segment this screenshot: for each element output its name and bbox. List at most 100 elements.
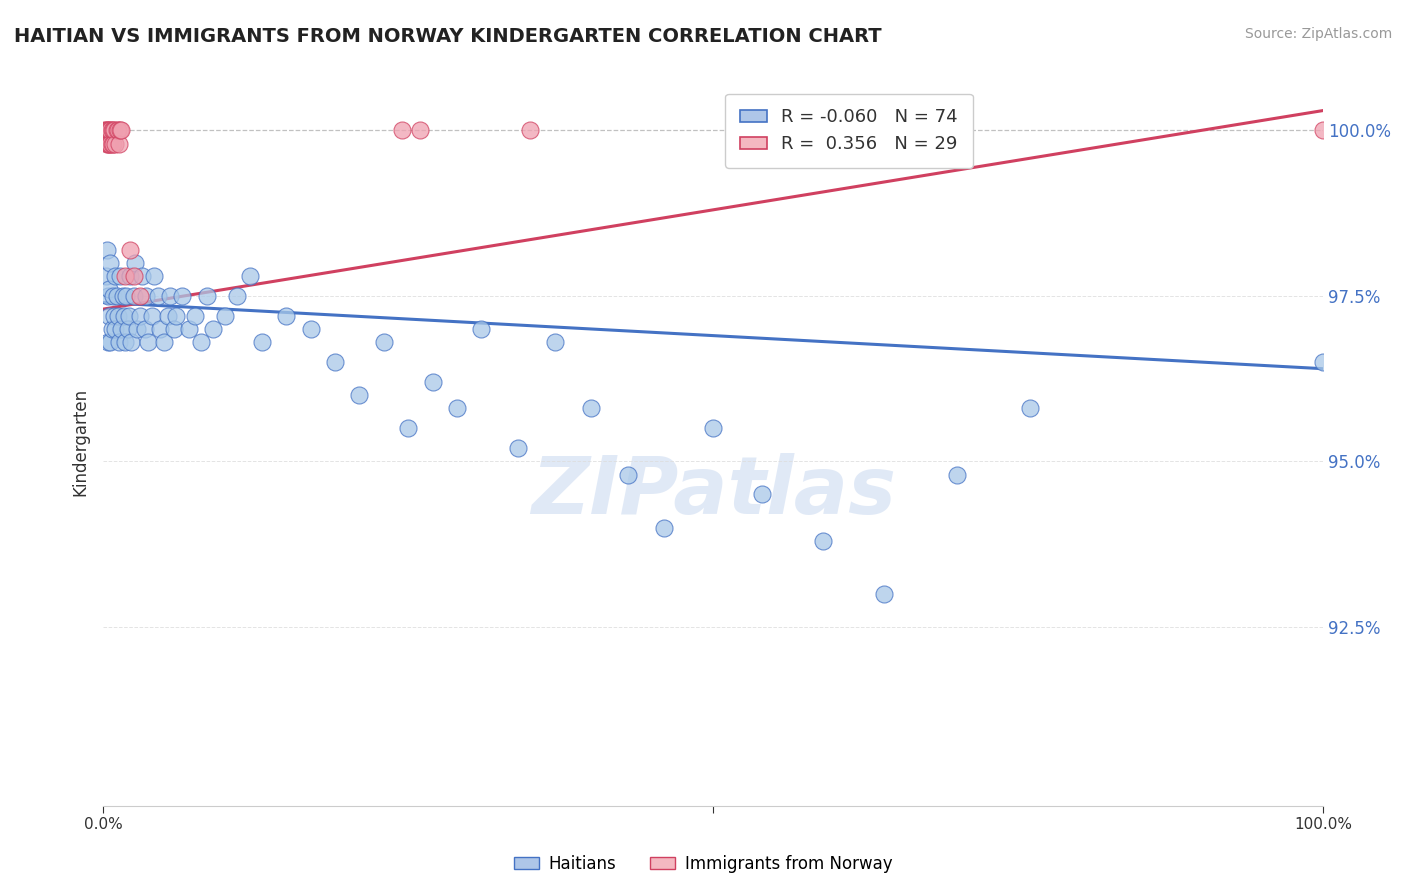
Point <box>702 421 724 435</box>
Point <box>146 289 169 303</box>
Point <box>409 123 432 137</box>
Point <box>201 322 224 336</box>
Point <box>128 309 150 323</box>
Point <box>105 289 128 303</box>
Point <box>97 289 120 303</box>
Point <box>108 123 131 137</box>
Point <box>100 136 122 151</box>
Point <box>96 123 118 137</box>
Point <box>114 335 136 350</box>
Point <box>396 421 419 435</box>
Point <box>104 136 127 151</box>
Point <box>190 335 212 350</box>
Point <box>238 268 260 283</box>
Point <box>172 289 194 303</box>
Point <box>104 268 127 283</box>
Point <box>124 256 146 270</box>
Point <box>103 309 125 323</box>
Point <box>122 268 145 283</box>
Point <box>105 123 128 137</box>
Point <box>422 375 444 389</box>
Point <box>97 335 120 350</box>
Point <box>141 309 163 323</box>
Point <box>136 335 159 350</box>
Point <box>159 289 181 303</box>
Point <box>114 268 136 283</box>
Y-axis label: Kindergarten: Kindergarten <box>72 387 89 496</box>
Point <box>97 123 120 137</box>
Point <box>163 322 186 336</box>
Point <box>1312 355 1334 369</box>
Point <box>120 335 142 350</box>
Point <box>104 322 127 336</box>
Point <box>153 335 176 350</box>
Point <box>1019 401 1042 416</box>
Point <box>94 123 117 137</box>
Point <box>118 243 141 257</box>
Legend: R = -0.060   N = 74, R =  0.356   N = 29: R = -0.060 N = 74, R = 0.356 N = 29 <box>725 94 973 168</box>
Point <box>751 487 773 501</box>
Point <box>134 322 156 336</box>
Point <box>165 309 187 323</box>
Point <box>110 322 132 336</box>
Point <box>579 401 602 416</box>
Point <box>108 335 131 350</box>
Point <box>100 322 122 336</box>
Point <box>107 123 129 137</box>
Point <box>323 355 346 369</box>
Point <box>652 520 675 534</box>
Point <box>946 467 969 482</box>
Text: HAITIAN VS IMMIGRANTS FROM NORWAY KINDERGARTEN CORRELATION CHART: HAITIAN VS IMMIGRANTS FROM NORWAY KINDER… <box>14 27 882 45</box>
Point <box>183 309 205 323</box>
Point <box>122 289 145 303</box>
Point <box>117 322 139 336</box>
Point <box>299 322 322 336</box>
Point <box>103 123 125 137</box>
Point <box>250 335 273 350</box>
Point <box>543 335 565 350</box>
Point <box>110 123 132 137</box>
Point <box>98 136 121 151</box>
Point <box>811 533 834 548</box>
Point <box>226 289 249 303</box>
Point <box>112 309 135 323</box>
Point <box>111 289 134 303</box>
Point <box>98 123 121 137</box>
Point <box>616 467 638 482</box>
Point <box>276 309 298 323</box>
Point <box>349 388 371 402</box>
Legend: Haitians, Immigrants from Norway: Haitians, Immigrants from Norway <box>508 848 898 880</box>
Point <box>100 136 122 151</box>
Point <box>391 123 413 137</box>
Point <box>94 268 117 283</box>
Text: ZIPatlas: ZIPatlas <box>530 453 896 532</box>
Point <box>446 401 468 416</box>
Point <box>97 136 120 151</box>
Point <box>100 256 122 270</box>
Point <box>101 123 124 137</box>
Point <box>470 322 492 336</box>
Point <box>143 268 166 283</box>
Point <box>373 335 395 350</box>
Point <box>101 289 124 303</box>
Point <box>118 309 141 323</box>
Point <box>519 123 541 137</box>
Point <box>98 282 121 296</box>
Point <box>128 289 150 303</box>
Point <box>101 136 124 151</box>
Point <box>1312 123 1334 137</box>
Point <box>156 309 179 323</box>
Point <box>108 136 131 151</box>
Text: Source: ZipAtlas.com: Source: ZipAtlas.com <box>1244 27 1392 41</box>
Point <box>195 289 218 303</box>
Point <box>149 322 172 336</box>
Point <box>118 268 141 283</box>
Point <box>100 123 122 137</box>
Point <box>127 322 149 336</box>
Point <box>115 289 138 303</box>
Point <box>873 587 896 601</box>
Point <box>135 289 157 303</box>
Point <box>98 309 121 323</box>
Point <box>108 268 131 283</box>
Point <box>96 136 118 151</box>
